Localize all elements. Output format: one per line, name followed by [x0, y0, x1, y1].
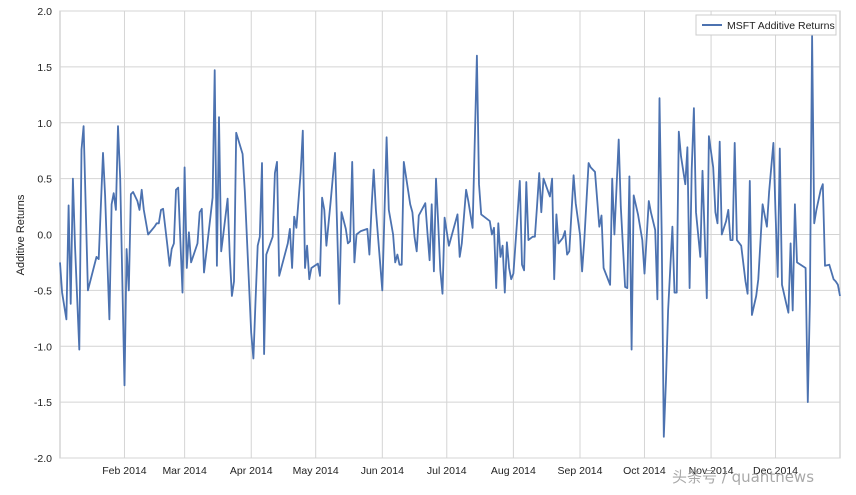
y-tick-label: 1.0 [37, 118, 52, 130]
x-tick-label: Jun 2014 [361, 465, 404, 477]
legend-label: MSFT Additive Returns [727, 20, 835, 32]
x-tick-label: Apr 2014 [230, 465, 273, 477]
y-axis-title: Additive Returns [15, 194, 27, 275]
y-tick-label: 2.0 [37, 6, 52, 18]
watermark: 头条号 / quantnews [672, 468, 814, 486]
y-tick-label: -1.5 [34, 397, 52, 409]
x-tick-label: Jul 2014 [427, 465, 467, 477]
legend-box [695, 14, 837, 36]
legend: MSFT Additive Returns [695, 14, 837, 36]
x-tick-label: Nov 2014 [689, 465, 734, 477]
y-tick-label: 0.0 [37, 230, 52, 242]
x-tick-label: Aug 2014 [491, 465, 536, 477]
x-tick-label: Dec 2014 [753, 465, 798, 477]
y-tick-labels: 2.0 1.5 1.0 0.5 0.0 -0.5 -1.0 -1.5 -2.0 [34, 6, 52, 465]
x-tick-label: Oct 2014 [623, 465, 666, 477]
series-line-msft-additive-returns [59, 34, 841, 438]
x-tick-label: May 2014 [293, 465, 339, 477]
series-group [59, 34, 841, 438]
y-tick-label: -1.0 [34, 341, 52, 353]
y-tick-label: -2.0 [34, 453, 52, 465]
x-tick-labels: Feb 2014 Mar 2014 Apr 2014 May 2014 Jun 2014… [102, 465, 798, 477]
x-tick-label: Feb 2014 [102, 465, 147, 477]
y-tick-label: 1.5 [37, 62, 52, 74]
y-tick-label: -0.5 [34, 285, 52, 297]
y-tick-label: 0.5 [37, 174, 52, 186]
x-tick-label: Sep 2014 [558, 465, 603, 477]
x-tick-label: Mar 2014 [162, 465, 207, 477]
